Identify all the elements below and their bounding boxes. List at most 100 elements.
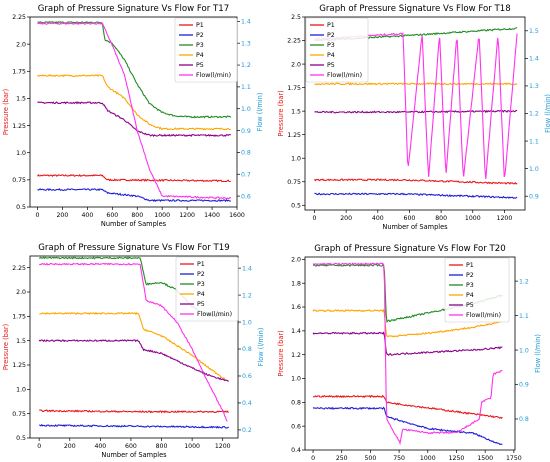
series-line-flow: [312, 262, 503, 446]
y2-tick-label: 1.4: [241, 19, 251, 26]
y-tick-label: 0.4: [291, 447, 301, 454]
y-tick-label: 2.25: [12, 14, 26, 21]
x-tick-label: 1400: [204, 212, 220, 219]
series-line-p2: [37, 188, 231, 203]
legend-label: Flow(l/min): [466, 312, 501, 319]
legend-label: Flow(l/min): [196, 72, 231, 79]
y2-axis-label: Flow (l/min): [257, 328, 265, 367]
x-tick-label: 500: [365, 455, 377, 462]
y-tick-label: 1.25: [12, 123, 26, 130]
y-tick-label: 0.5: [291, 202, 301, 209]
y-tick-label: 1.5: [291, 108, 301, 115]
y-tick-label: 1.75: [287, 85, 301, 92]
x-axis-label: Number of Samples: [101, 220, 167, 228]
x-tick-label: 600: [106, 212, 118, 219]
y-tick-label: 0.75: [12, 411, 26, 418]
y-tick-label: 0.8: [291, 400, 301, 407]
legend-label: P1: [466, 262, 474, 269]
y-tick-label: 2.25: [12, 265, 26, 272]
x-tick-label: 1000: [184, 443, 200, 450]
x-tick-label: 1000: [420, 455, 436, 462]
legend-label: P4: [327, 52, 335, 59]
y-tick-label: 1.0: [16, 150, 26, 157]
legend-label: P3: [197, 281, 205, 288]
y-tick-label: 2.5: [291, 14, 301, 21]
y-tick-label: 1.25: [12, 362, 26, 369]
y-tick-label: 1.2: [291, 352, 301, 359]
y2-tick-label: 0.4: [242, 400, 252, 407]
y2-tick-label: 1.0: [241, 106, 251, 113]
x-tick-label: 1200: [497, 215, 513, 222]
y2-tick-label: 0.8: [519, 416, 529, 423]
plot-frame: [29, 16, 238, 208]
series-line-p4: [312, 308, 503, 338]
x-tick-label: 1600: [229, 212, 245, 219]
legend-label: P1: [196, 22, 204, 29]
y2-tick-label: 1.2: [519, 278, 529, 285]
y-tick-label: 0.6: [291, 423, 301, 430]
plot-frame: [304, 256, 516, 451]
y2-tick-label: 0.9: [529, 193, 539, 200]
x-tick-label: 0: [313, 215, 317, 222]
y-tick-label: 1.0: [16, 387, 26, 394]
series-line-flow: [38, 262, 228, 422]
y-tick-label: 1.0: [291, 155, 301, 162]
y-axis-label: Pressure (bar): [2, 89, 10, 135]
y2-tick-label: 1.1: [519, 313, 529, 320]
y-tick-label: 2.0: [16, 41, 26, 48]
y2-tick-label: 1.1: [241, 84, 251, 91]
legend-label: P3: [196, 42, 204, 49]
series-line-p4: [314, 82, 518, 86]
legend-label: Flow(l/min): [327, 72, 362, 79]
legend: P1 P2 P3 P4 P5 Flow(l/min): [175, 256, 239, 322]
x-tick-label: 200: [57, 212, 69, 219]
x-axis-label: Number of Samples: [101, 451, 167, 459]
legend-label: P5: [327, 62, 335, 69]
y2-tick-label: 1.0: [529, 166, 539, 173]
y2-tick-label: 1.2: [529, 111, 539, 118]
chart-panel-4: Graph of Pressure Signature Vs Flow For …: [277, 244, 542, 462]
chart-title: Graph of Pressure Signature Vs Flow For …: [319, 4, 511, 14]
x-tick-label: 1000: [465, 215, 481, 222]
y2-tick-label: 1.0: [242, 319, 252, 326]
y2-tick-label: 1.1: [529, 138, 539, 145]
legend-label: P2: [196, 32, 204, 39]
y-tick-label: 1.6: [291, 304, 301, 311]
series-line-p4: [37, 74, 231, 131]
legend-label: P1: [327, 22, 335, 29]
x-tick-label: 800: [131, 212, 143, 219]
y-tick-label: 1.5: [16, 96, 26, 103]
x-tick-label: 0: [37, 443, 41, 450]
x-tick-label: 600: [125, 443, 137, 450]
series-line-p5: [38, 339, 229, 382]
y-tick-label: 1.75: [12, 314, 26, 321]
series-lines: [37, 21, 232, 203]
y-tick-label: 1.5: [16, 338, 26, 345]
series-line-p2: [312, 406, 503, 446]
y-tick-label: 1.0: [291, 376, 301, 383]
x-tick-label: 400: [94, 443, 106, 450]
x-tick-label: 0: [36, 212, 40, 219]
x-tick-label: 200: [64, 443, 76, 450]
y2-tick-label: 1.3: [529, 83, 539, 90]
legend-label: P2: [466, 272, 474, 279]
y-tick-label: 2.0: [291, 257, 301, 264]
x-tick-label: 1200: [215, 443, 231, 450]
series-line-p5: [312, 331, 503, 356]
y2-tick-label: 1.5: [529, 28, 539, 35]
y2-axis-label: Flow (l/min): [544, 94, 550, 133]
y-tick-label: 0.75: [12, 177, 26, 184]
legend-label: P3: [466, 282, 474, 289]
x-tick-label: 800: [435, 215, 447, 222]
series-line-p5: [37, 101, 231, 138]
legend-label: P5: [196, 62, 204, 69]
x-tick-label: 200: [340, 215, 352, 222]
y2-axis-label: Flow (l/min): [534, 334, 542, 373]
y-axis-label: Pressure (bar): [2, 324, 10, 370]
x-tick-label: 800: [156, 443, 168, 450]
x-tick-label: 600: [404, 215, 416, 222]
x-tick-label: 1000: [154, 212, 170, 219]
series-line-flow: [37, 21, 232, 200]
legend-box: [305, 17, 369, 83]
